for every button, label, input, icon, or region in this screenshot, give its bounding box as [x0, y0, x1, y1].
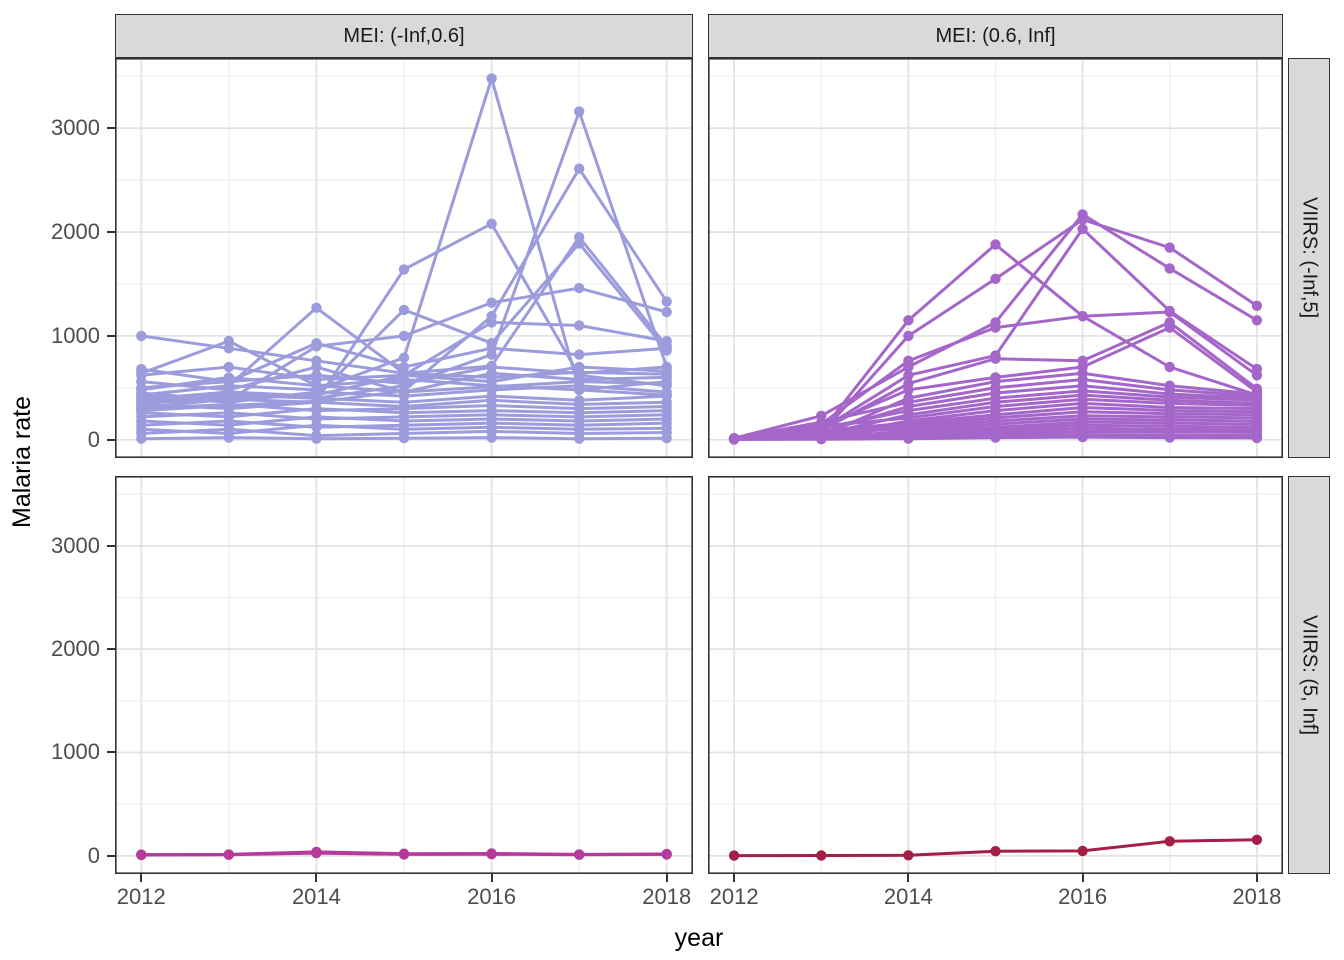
- panel-plot-area: [115, 476, 693, 874]
- y-tick-label: 1000: [51, 322, 100, 348]
- y-tick-mark: [107, 231, 115, 234]
- x-tick-label: 2012: [116, 884, 166, 909]
- facet-strip-viirs-high-label: VIIRS: (5, Inf]: [1298, 614, 1321, 736]
- x-tick-mark: [665, 874, 668, 882]
- grid-minor: [708, 476, 1283, 874]
- series-group: [728, 834, 1263, 861]
- x-tick-label: 2012: [709, 884, 759, 909]
- facet-strip-viirs-low-label: VIIRS: (-Inf,5]: [1298, 197, 1321, 319]
- series-group: [728, 209, 1263, 445]
- x-tick-mark: [140, 874, 143, 882]
- y-tick-mark: [107, 334, 115, 337]
- panel-plot-area: [708, 58, 1283, 458]
- x-tick-mark: [315, 874, 318, 882]
- x-tick-label: 2016: [1058, 884, 1108, 909]
- panel-border: [115, 476, 693, 874]
- x-tick-mark: [907, 874, 910, 882]
- facet-strip-viirs-low: VIIRS: (-Inf,5]: [1288, 58, 1330, 458]
- x-tick-label: 2018: [1232, 884, 1282, 909]
- series-group: [136, 846, 672, 861]
- y-tick-mark: [107, 751, 115, 754]
- x-tick-label: 2016: [467, 884, 517, 909]
- y-tick-label: 0: [87, 426, 100, 452]
- panel-plot-area: [708, 476, 1283, 874]
- y-tick-mark: [107, 648, 115, 651]
- panel-border: [708, 476, 1283, 874]
- grid-minor: [115, 476, 693, 874]
- y-tick-mark: [107, 854, 115, 857]
- panel-border: [708, 58, 1283, 458]
- y-tick-label: 2000: [51, 636, 100, 662]
- facet-strip-mei-low: MEI: (-Inf,0.6]: [115, 14, 693, 58]
- panel-border: [115, 58, 693, 458]
- series-group: [136, 73, 672, 444]
- x-axis-title: year: [674, 923, 724, 952]
- y-tick-label: 2000: [51, 219, 100, 245]
- y-tick-mark: [107, 438, 115, 441]
- y-tick-mark: [107, 544, 115, 547]
- x-tick-label: 2014: [291, 884, 341, 909]
- panel-plot-area: [115, 58, 693, 458]
- x-tick-mark: [1255, 874, 1258, 882]
- facet-strip-viirs-high: VIIRS: (5, Inf]: [1288, 476, 1330, 874]
- y-tick-mark: [107, 127, 115, 130]
- y-axis-title: Malaria rate: [7, 396, 36, 528]
- y-tick-label: 0: [87, 842, 100, 868]
- y-tick-label: 1000: [51, 739, 100, 765]
- x-tick-mark: [490, 874, 493, 882]
- y-tick-label: 3000: [51, 532, 100, 558]
- facet-strip-mei-high: MEI: (0.6, Inf]: [708, 14, 1283, 58]
- x-tick-label: 2018: [642, 884, 692, 909]
- y-tick-label: 3000: [51, 115, 100, 141]
- x-tick-mark: [733, 874, 736, 882]
- x-tick-label: 2014: [883, 884, 933, 909]
- x-tick-mark: [1081, 874, 1084, 882]
